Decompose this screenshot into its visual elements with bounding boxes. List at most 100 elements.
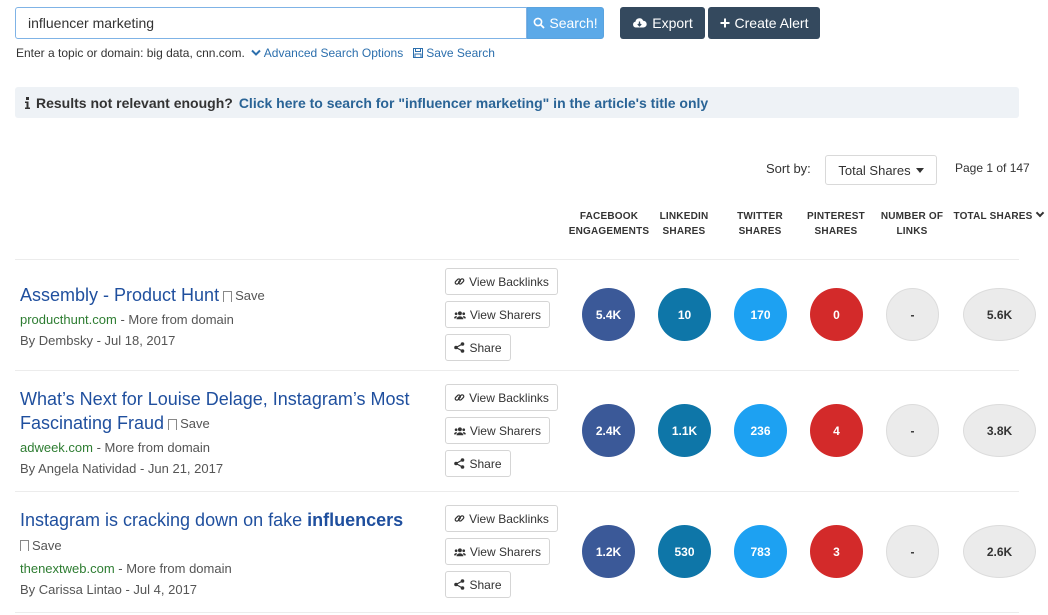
share-button[interactable]: Share: [445, 450, 511, 477]
column-linkedin[interactable]: LINKEDIN SHARES: [654, 209, 714, 239]
info-icon: [25, 96, 30, 109]
result-title[interactable]: Assembly - Product Hunt Save: [20, 283, 265, 308]
column-facebook-line2: ENGAGEMENTS: [568, 226, 650, 237]
more-from-domain-link[interactable]: - More from domain: [92, 440, 211, 455]
save-label: Save: [235, 288, 265, 304]
column-pinterest[interactable]: PINTEREST SHARES: [803, 209, 869, 239]
export-button-label: Export: [652, 15, 693, 31]
result-row: Assembly - Product Hunt Save producthunt.…: [0, 260, 1048, 370]
result-title-highlight[interactable]: influencers: [307, 510, 404, 530]
search-button-label: Search!: [549, 15, 598, 31]
bookmark-icon: [223, 290, 234, 306]
column-facebook-line1: FACEBOOK: [579, 211, 639, 222]
column-pinterest-line2: SHARES: [814, 226, 858, 237]
relevance-notice: Results not relevant enough? Click here …: [15, 87, 1019, 118]
more-from-domain-link[interactable]: - More from domain: [114, 561, 232, 576]
advanced-search-link[interactable]: Advanced Search Options: [251, 46, 403, 60]
sort-dropdown[interactable]: Total Shares: [825, 155, 937, 185]
search-hint: Enter a topic or domain: big data, cnn.c…: [16, 46, 495, 60]
advanced-search-label: Advanced Search Options: [263, 46, 404, 60]
caret-down-icon: [915, 167, 924, 173]
divider: [15, 491, 1019, 492]
view-backlinks-button[interactable]: View Backlinks: [445, 505, 558, 532]
save-label: Save: [32, 538, 62, 553]
share-icon: [454, 342, 465, 353]
result-title[interactable]: Instagram is cracking down on fake influ…: [20, 508, 403, 532]
result-byline: By Carissa Lintao - Jul 4, 2017: [20, 582, 198, 597]
view-backlinks-button[interactable]: View Backlinks: [445, 384, 558, 411]
view-backlinks-button[interactable]: View Backlinks: [445, 268, 558, 295]
result-row: Instagram is cracking down on fake influ…: [0, 492, 1048, 612]
linkedin-shares: 10: [658, 288, 711, 341]
divider: [15, 259, 1019, 260]
domain-link[interactable]: thenextweb.com: [20, 561, 115, 576]
result-title-text[interactable]: Assembly - Product Hunt: [20, 285, 220, 305]
view-sharers-button[interactable]: View Sharers: [445, 301, 550, 328]
column-links-line2: LINKS: [896, 226, 928, 237]
notice-text: Results not relevant enough?: [36, 94, 233, 111]
result-domain: adweek.com - More from domain: [20, 440, 210, 455]
users-icon: [454, 547, 466, 556]
number-of-links[interactable]: -: [886, 288, 939, 341]
save-label: Save: [180, 416, 210, 432]
column-linkedin-line2: SHARES: [662, 226, 706, 237]
result-byline: By Angela Natividad - Jun 21, 2017: [20, 461, 224, 476]
view-sharers-button[interactable]: View Sharers: [445, 538, 550, 565]
title-only-search-link[interactable]: Click here to search for "influencer mar…: [238, 94, 709, 111]
result-domain: thenextweb.com - More from domain: [20, 561, 232, 576]
share-icon: [454, 458, 465, 469]
column-twitter[interactable]: TWITTER SHARES: [730, 209, 790, 239]
result-title[interactable]: What’s Next for Louise Delage, Instagram…: [20, 387, 430, 436]
view-backlinks-label: View Backlinks: [469, 390, 549, 405]
search-icon: [533, 17, 546, 29]
pinterest-shares: 0: [810, 288, 863, 341]
view-backlinks-label: View Backlinks: [469, 511, 549, 526]
search-input[interactable]: [16, 8, 526, 38]
view-sharers-button[interactable]: View Sharers: [445, 417, 550, 444]
bookmark-icon: [168, 418, 179, 434]
number-of-links[interactable]: -: [886, 525, 939, 578]
chevron-down-icon: [1035, 208, 1044, 218]
number-of-links[interactable]: -: [886, 404, 939, 457]
create-alert-button[interactable]: Create Alert: [708, 7, 820, 39]
export-button[interactable]: Export: [620, 7, 705, 39]
result-byline: By Dembsky - Jul 18, 2017: [20, 333, 176, 348]
plus-icon: [720, 18, 730, 28]
save-article-button[interactable]: Save: [20, 538, 62, 555]
domain-link[interactable]: producthunt.com: [20, 312, 117, 327]
total-shares: 5.6K: [963, 288, 1036, 341]
search-box[interactable]: [15, 7, 527, 39]
domain-link[interactable]: adweek.com: [20, 440, 93, 455]
cloud-download-icon: [633, 18, 647, 28]
result-title-line1[interactable]: What’s Next for Louise Delage, Instagram…: [20, 389, 410, 409]
link-icon: [454, 278, 465, 285]
result-title-text[interactable]: Instagram is cracking down on fake: [20, 510, 308, 530]
result-title-line2[interactable]: Fascinating Fraud: [20, 413, 165, 433]
chevron-down-icon: [251, 49, 261, 56]
users-icon: [454, 310, 466, 319]
search-button[interactable]: Search!: [527, 7, 604, 39]
save-article-button[interactable]: Save: [223, 284, 265, 308]
users-icon: [454, 426, 466, 435]
more-from-domain-link[interactable]: - More from domain: [116, 312, 234, 327]
column-links[interactable]: NUMBER OF LINKS: [877, 209, 947, 239]
column-twitter-line2: SHARES: [738, 226, 782, 237]
save-search-link[interactable]: Save Search: [413, 46, 495, 60]
view-sharers-label: View Sharers: [469, 544, 541, 559]
page-info: Page 1 of 147: [955, 161, 1030, 175]
share-button[interactable]: Share: [445, 334, 511, 361]
share-button[interactable]: Share: [445, 571, 511, 598]
column-total-shares[interactable]: TOTAL SHARES: [950, 208, 1046, 224]
bookmark-icon: [20, 540, 30, 555]
divider: [15, 612, 1019, 613]
linkedin-shares: 1.1K: [658, 404, 711, 457]
save-article-button[interactable]: Save: [168, 412, 210, 436]
save-search-label: Save Search: [426, 46, 495, 60]
linkedin-shares: 530: [658, 525, 711, 578]
result-row: What’s Next for Louise Delage, Instagram…: [0, 371, 1048, 491]
divider: [15, 370, 1019, 371]
column-total-shares-label: TOTAL SHARES: [953, 211, 1033, 222]
pinterest-shares: 4: [810, 404, 863, 457]
column-facebook[interactable]: FACEBOOK ENGAGEMENTS: [566, 209, 652, 239]
facebook-engagements: 5.4K: [582, 288, 635, 341]
